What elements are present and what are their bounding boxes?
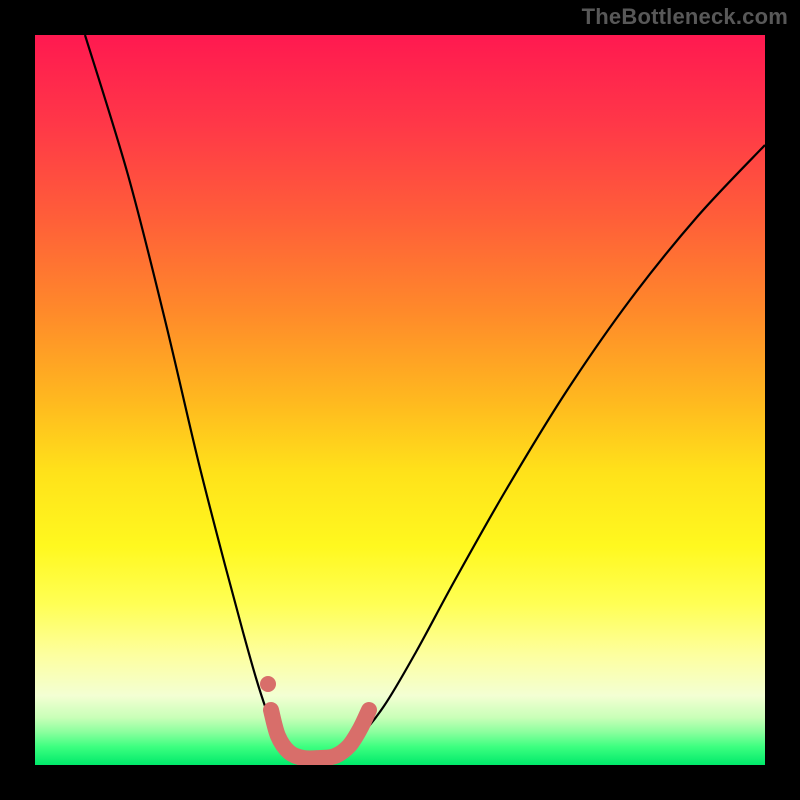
chart-svg	[0, 0, 800, 800]
chart-container: TheBottleneck.com	[0, 0, 800, 800]
overlay-dot	[260, 676, 276, 692]
plot-background	[35, 35, 765, 765]
watermark-text: TheBottleneck.com	[582, 4, 788, 30]
